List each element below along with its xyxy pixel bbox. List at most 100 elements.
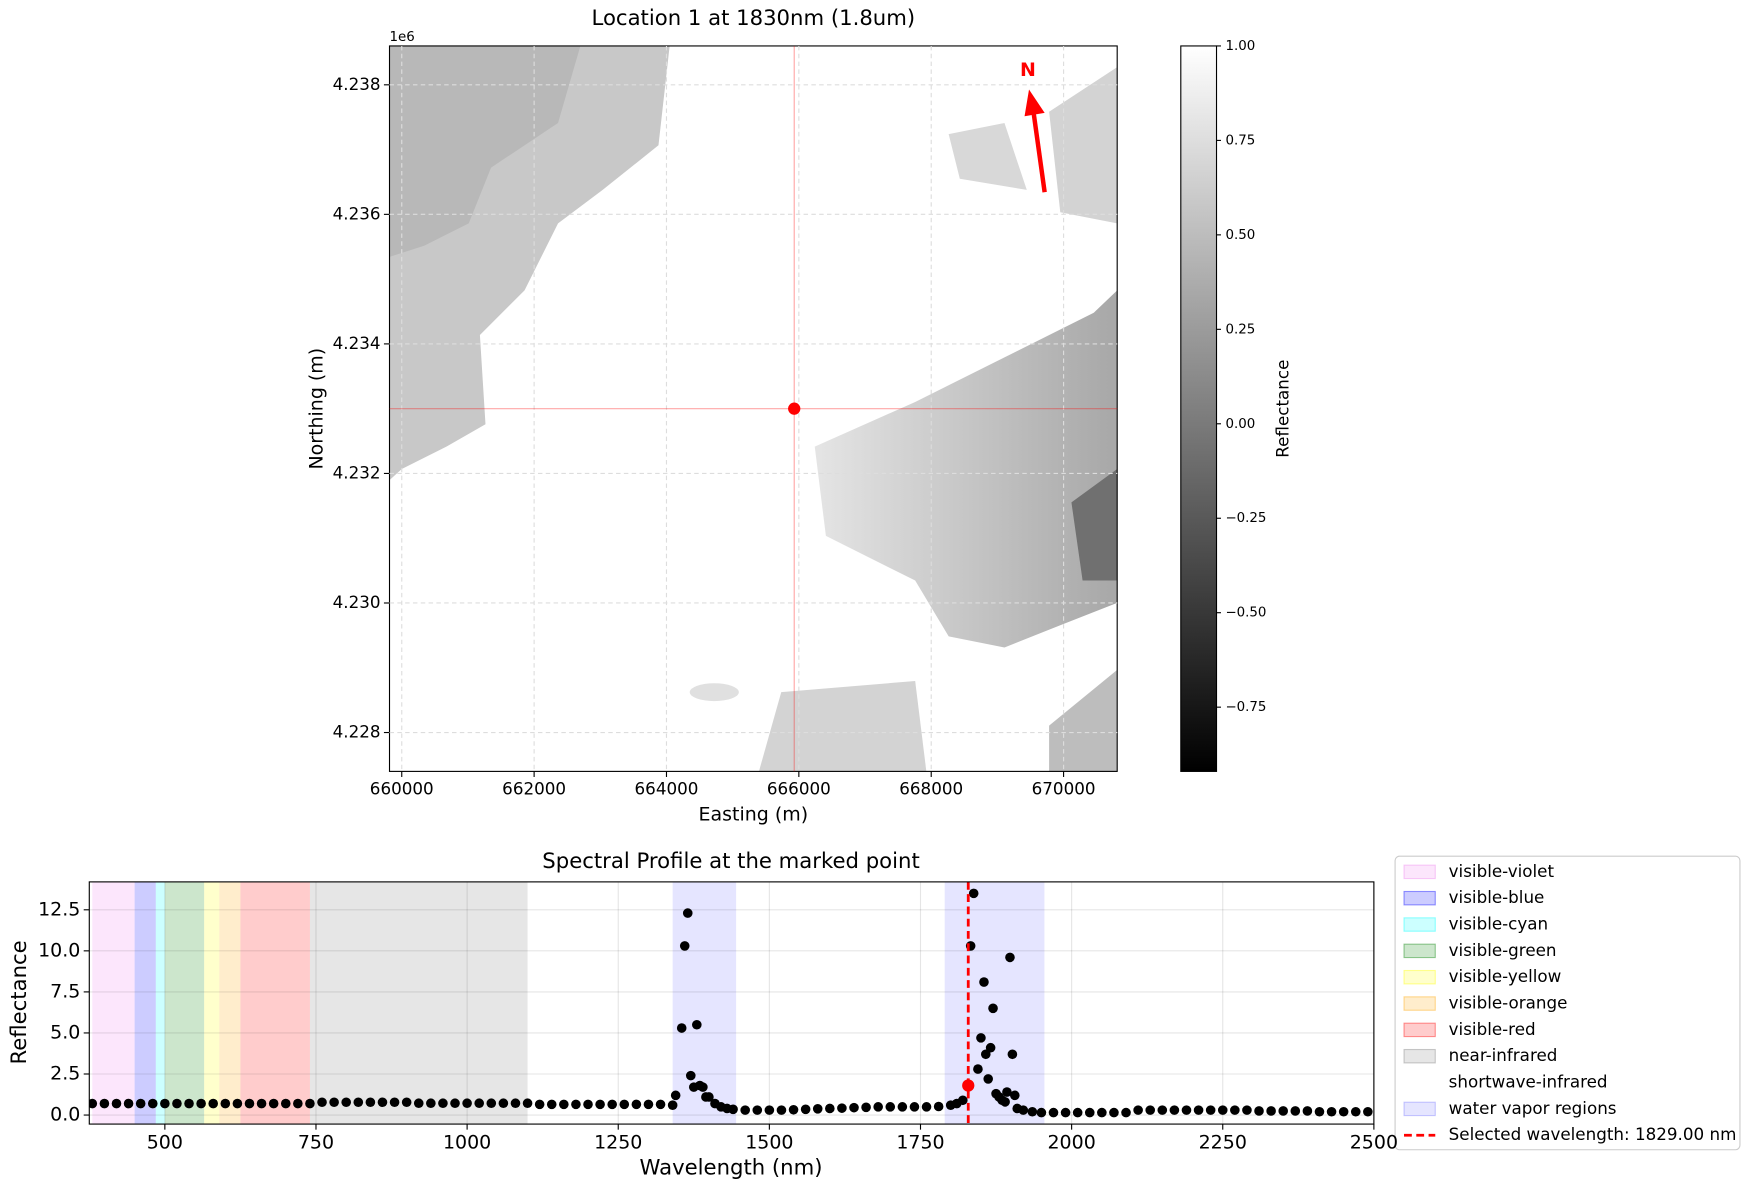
point xyxy=(1018,1105,1029,1115)
legend-label: visible-cyan xyxy=(1449,914,1548,934)
point xyxy=(607,1099,617,1110)
legend-label: visible-violet xyxy=(1449,861,1555,881)
point xyxy=(1314,1106,1325,1117)
y-tick-label: 4.232 xyxy=(333,462,381,482)
point xyxy=(933,1101,944,1112)
y-tick-label: 5.0 xyxy=(50,1021,80,1043)
point xyxy=(704,1092,714,1102)
point xyxy=(462,1098,472,1109)
legend-swatch xyxy=(1403,969,1436,985)
point xyxy=(837,1103,847,1113)
y-tick-label: 0.0 xyxy=(50,1104,80,1126)
x-tick-label: 500 xyxy=(147,1132,183,1154)
point xyxy=(631,1099,642,1110)
point xyxy=(1048,1107,1059,1118)
legend-swatch xyxy=(1403,943,1436,959)
raster xyxy=(389,45,1118,772)
legend-swatch xyxy=(1403,917,1436,932)
point xyxy=(1005,952,1015,963)
colorbar-tick-label: −0.50 xyxy=(1225,606,1266,621)
x-tick-label: 670000 xyxy=(1032,778,1096,798)
point xyxy=(985,1042,996,1053)
point xyxy=(1072,1107,1083,1118)
point xyxy=(111,1098,122,1109)
point xyxy=(1326,1106,1337,1117)
x-axis-label: Wavelength (nm) xyxy=(640,1155,823,1180)
point xyxy=(1193,1105,1204,1115)
point xyxy=(1109,1107,1119,1118)
point xyxy=(698,1082,708,1092)
point xyxy=(450,1098,460,1109)
y-tick-label: 4.234 xyxy=(333,333,381,353)
point xyxy=(99,1098,110,1109)
x-tick-label: 2000 xyxy=(1047,1132,1095,1154)
point xyxy=(438,1098,448,1109)
point xyxy=(1350,1106,1361,1117)
point xyxy=(1145,1105,1156,1115)
point xyxy=(788,1104,799,1115)
point xyxy=(682,908,693,918)
point xyxy=(595,1099,605,1110)
point xyxy=(1181,1105,1192,1115)
point xyxy=(873,1102,883,1112)
map-title: Location 1 at 1830nm (1.8um) xyxy=(592,5,916,30)
point xyxy=(643,1099,654,1110)
point xyxy=(976,1033,986,1043)
point xyxy=(196,1098,206,1109)
point xyxy=(692,1019,702,1030)
legend-label: Selected wavelength: 1829.00 nm xyxy=(1449,1124,1737,1144)
y-tick-label: 10.0 xyxy=(38,939,80,961)
region xyxy=(944,881,1045,1125)
spectral-title: Spectral Profile at the marked point xyxy=(542,848,919,873)
legend-swatch xyxy=(1403,1101,1436,1117)
point xyxy=(1290,1106,1301,1116)
x-tick-label: 2250 xyxy=(1199,1132,1247,1154)
colorbar-label: Reflectance xyxy=(1272,360,1292,458)
point xyxy=(341,1097,352,1108)
north-arrow-head xyxy=(1024,89,1045,117)
point xyxy=(983,1074,994,1084)
point xyxy=(897,1102,908,1112)
point xyxy=(670,1090,681,1101)
legend-label: visible-red xyxy=(1449,1019,1536,1039)
y-tick-label: 12.5 xyxy=(38,898,80,920)
legend-swatch xyxy=(1403,1022,1436,1038)
point xyxy=(413,1098,424,1109)
point xyxy=(135,1098,146,1109)
region xyxy=(527,881,1374,1125)
point xyxy=(909,1102,920,1112)
legend-swatch xyxy=(1403,1048,1436,1064)
point xyxy=(1302,1106,1313,1116)
x-tick-label: 666000 xyxy=(767,778,831,798)
y-tick-label: 4.236 xyxy=(333,203,381,223)
point xyxy=(849,1102,859,1113)
point xyxy=(583,1099,593,1110)
x-tick-label: 664000 xyxy=(635,778,699,798)
x-axis-label: Easting (m) xyxy=(699,803,809,825)
point xyxy=(401,1097,412,1108)
point xyxy=(667,1100,678,1110)
point xyxy=(885,1102,896,1112)
y-tick-label: 4.228 xyxy=(333,722,381,742)
colorbar-tick-label: 0.25 xyxy=(1225,322,1255,337)
region xyxy=(204,881,220,1125)
point xyxy=(655,1099,666,1110)
point xyxy=(812,1104,823,1114)
point xyxy=(1133,1105,1143,1115)
point xyxy=(426,1098,436,1109)
point xyxy=(1157,1105,1168,1115)
point xyxy=(800,1104,811,1115)
point xyxy=(685,1070,696,1081)
point xyxy=(740,1105,750,1115)
point xyxy=(1217,1105,1228,1115)
map-frame xyxy=(388,45,1118,772)
point xyxy=(232,1098,243,1109)
legend-label: visible-yellow xyxy=(1449,966,1562,986)
point xyxy=(619,1099,630,1110)
y-offset-label: 1e6 xyxy=(390,30,415,45)
point xyxy=(1060,1107,1071,1118)
point xyxy=(220,1098,231,1109)
point xyxy=(979,977,989,987)
point xyxy=(1338,1106,1349,1117)
colorbar-tick-label: −0.75 xyxy=(1225,700,1266,715)
